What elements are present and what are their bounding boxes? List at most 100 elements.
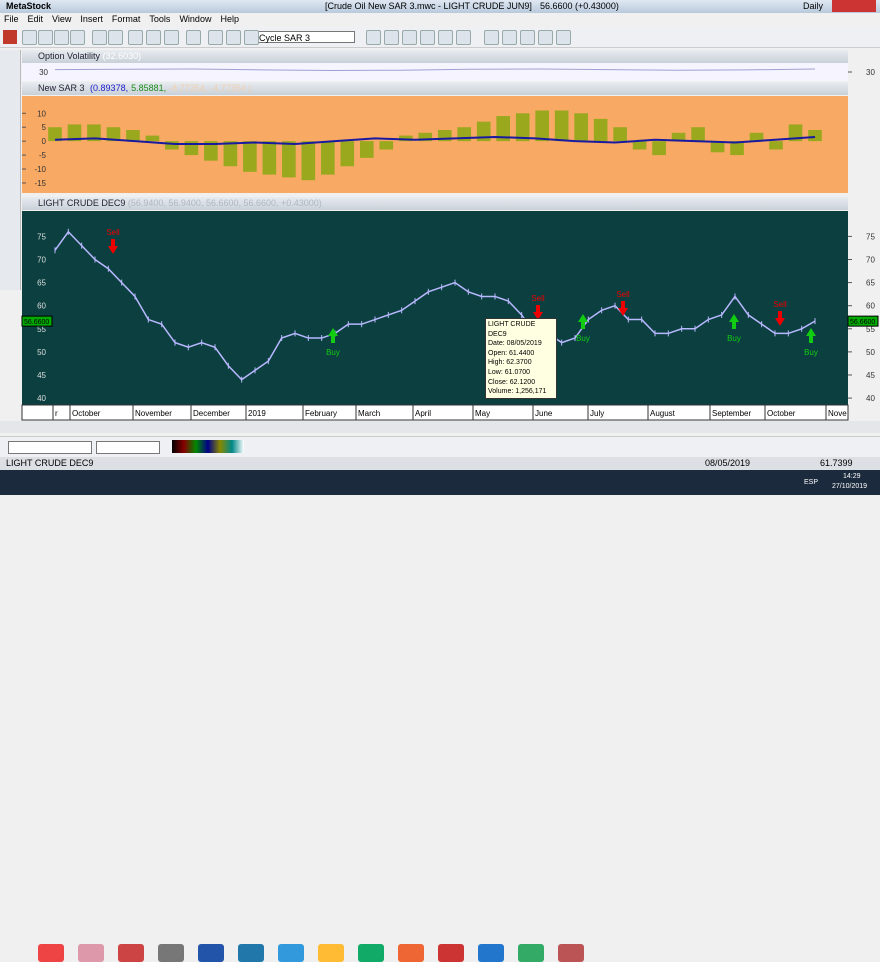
histogram-bar	[48, 127, 62, 142]
scroll-bar[interactable]	[0, 421, 880, 433]
y-tick-label: 55	[37, 325, 46, 334]
status-bar: LIGHT CRUDE DEC9 08/05/2019 61.7399	[0, 457, 880, 470]
signal-arrow	[806, 328, 816, 343]
menu-item[interactable]: File	[4, 14, 19, 24]
menu-item[interactable]: Window	[179, 14, 212, 24]
tool-button	[208, 30, 223, 45]
histogram-bar	[515, 113, 530, 142]
histogram-bar	[730, 141, 744, 156]
tooltip-line: Low: 61.0700	[488, 368, 531, 376]
tooltip-line: LIGHT CRUDE DEC9	[488, 321, 536, 338]
menu-item[interactable]: View	[52, 14, 72, 24]
taskbar-app[interactable]	[558, 944, 584, 962]
signal-label: Sell	[616, 290, 630, 299]
tooltip-line: Open: 61.4400	[488, 349, 535, 357]
tool-button	[186, 30, 201, 45]
x-tick-label: Nove	[828, 409, 847, 418]
x-tick-label: April	[415, 409, 431, 418]
last-price-label: 56.6600	[850, 319, 875, 326]
histogram-bar	[126, 130, 140, 142]
tool-button	[146, 30, 161, 45]
taskbar-app[interactable]	[118, 944, 144, 962]
tool-button	[538, 30, 553, 45]
x-tick-label: November	[135, 409, 172, 418]
last-price-label: 56.6600	[24, 319, 49, 326]
app-name: MetaStock	[6, 1, 52, 11]
tool-button	[22, 30, 37, 45]
tool-button	[402, 30, 417, 45]
panel-reading: -4.77354 )	[210, 83, 252, 93]
taskbar-app[interactable]	[358, 944, 384, 962]
signal-arrow	[328, 328, 338, 343]
panel-reading: -8.77354,	[169, 83, 208, 93]
taskbar-app[interactable]	[278, 944, 304, 962]
histogram-bar	[691, 127, 705, 142]
histogram-bar	[204, 141, 218, 161]
menu-item[interactable]: Edit	[27, 14, 44, 24]
histogram-bar	[535, 110, 549, 142]
tooltip-line: Date: 08/05/2019	[488, 340, 542, 348]
x-tick-label: October	[72, 409, 101, 418]
menu-item[interactable]: Tools	[149, 14, 171, 24]
menu-item[interactable]: Format	[111, 14, 141, 24]
clock-date: 27/10/2019	[832, 483, 868, 490]
tooltip-line: High: 62.3700	[488, 359, 532, 367]
last-price-box	[21, 315, 53, 327]
taskbar-app[interactable]	[478, 944, 504, 962]
tool-button	[502, 30, 517, 45]
price-line	[54, 230, 816, 381]
clock-time: 14:29	[843, 473, 861, 480]
sar-header: New SAR 3 (0.89378, 5.85881, -8.77354, -4.7…	[22, 82, 848, 95]
signal-label: Sell	[106, 228, 120, 237]
taskbar-app[interactable]	[318, 944, 344, 962]
taskbar-app[interactable]	[438, 944, 464, 962]
line-width[interactable]	[96, 441, 160, 454]
signal-label: Buy	[727, 334, 741, 343]
title-bar: MetaStock [Crude Oil New SAR 3.mwc - LIG…	[0, 0, 880, 13]
volatility-line	[54, 68, 816, 72]
x-tick-label: June	[535, 409, 553, 418]
x-tick-label: March	[358, 409, 380, 418]
volatility-header: Option Volatility (32.6030)	[22, 50, 848, 63]
taskbar-app[interactable]	[238, 944, 264, 962]
taskbar-app[interactable]	[518, 944, 544, 962]
y-tick-label: -15	[34, 179, 46, 188]
taskbar-app[interactable]	[38, 944, 64, 962]
histogram-bar	[359, 141, 374, 158]
tooltip-line: Volume: 1,256,171	[488, 388, 547, 396]
tool-button	[520, 30, 535, 45]
status-security: LIGHT CRUDE DEC9	[6, 458, 94, 468]
y-tick-label: 50	[37, 348, 46, 357]
color-palette[interactable]	[172, 440, 244, 453]
histogram-bar	[671, 132, 686, 142]
tool-button	[438, 30, 453, 45]
y-tick-label: 65	[37, 279, 46, 288]
histogram-bar	[145, 135, 160, 142]
histogram-bar	[398, 135, 413, 142]
y-tick-label: 70	[37, 256, 46, 265]
tool-button	[128, 30, 143, 45]
sar-plot	[22, 96, 848, 193]
taskbar-app[interactable]	[158, 944, 184, 962]
menu-item[interactable]: Insert	[80, 14, 103, 24]
tool-button	[70, 30, 85, 45]
last-price-box	[847, 315, 879, 327]
taskbar-app[interactable]	[398, 944, 424, 962]
line-style[interactable]	[8, 441, 92, 454]
x-tick-label: 2019	[248, 409, 266, 418]
status-date: 08/05/2019	[705, 458, 751, 468]
histogram-bar	[67, 124, 82, 142]
price-header: LIGHT CRUDE DEC9 (56.9400, 56.9400, 56.6…	[22, 197, 848, 210]
signal-arrow	[108, 239, 118, 254]
menu-item[interactable]: Help	[220, 14, 239, 24]
histogram-bar	[321, 141, 335, 175]
signal-arrow	[775, 311, 785, 326]
y-tick-label: 0	[42, 137, 47, 146]
panel-reading: (56.9400, 56.9400, 56.6600, 56.6600, +0.…	[127, 198, 322, 208]
panel-reading: (32.6030)	[102, 51, 142, 61]
taskbar-app[interactable]	[78, 944, 104, 962]
taskbar-app[interactable]	[198, 944, 224, 962]
window-controls[interactable]	[832, 0, 876, 12]
histogram-bar	[223, 141, 238, 167]
